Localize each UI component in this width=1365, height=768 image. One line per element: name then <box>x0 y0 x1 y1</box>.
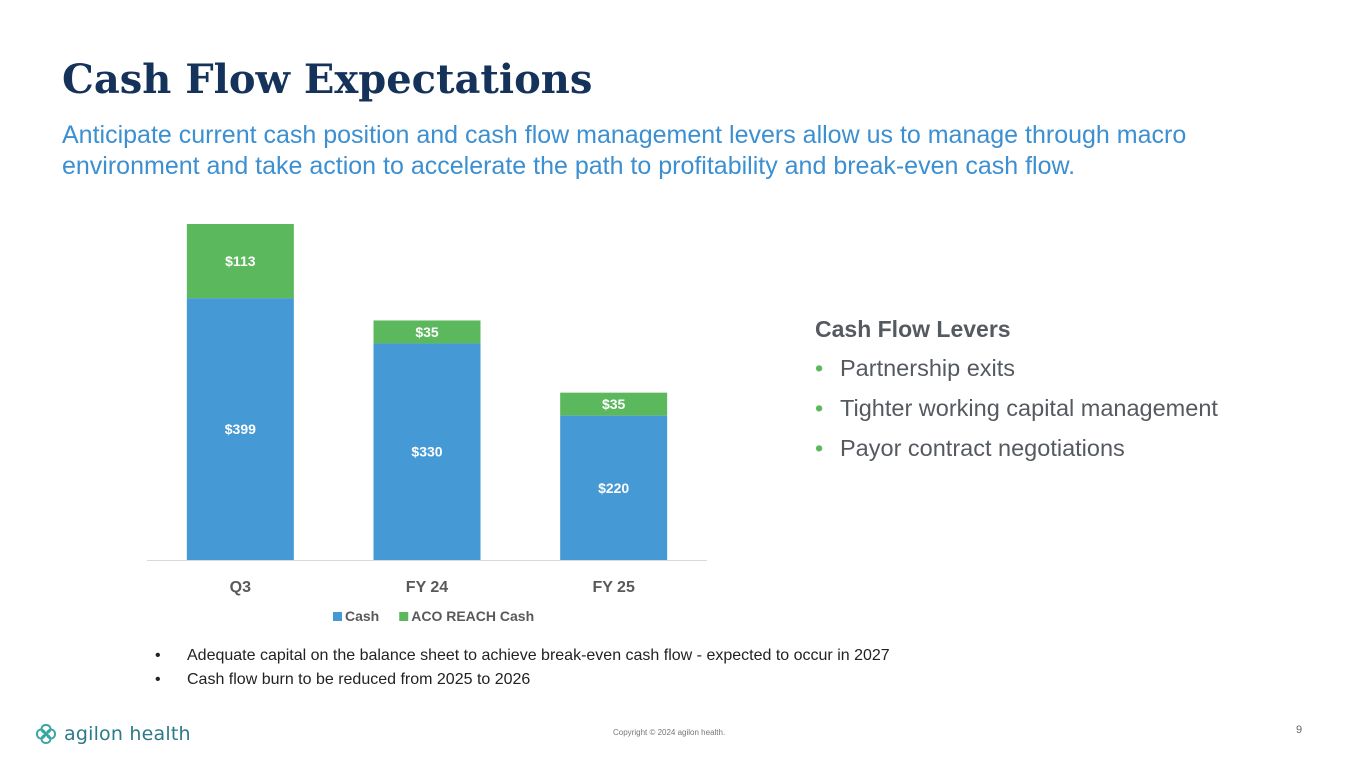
bullet-icon: • <box>815 355 824 381</box>
lever-item: • Partnership exits <box>815 353 1235 383</box>
lever-label: Partnership exits <box>840 355 1016 381</box>
agilon-logo: agilon health <box>34 722 191 746</box>
bullet-icon: • <box>815 435 824 461</box>
page-subtitle: Anticipate current cash position and cas… <box>62 121 1187 180</box>
legend-swatch <box>333 612 342 621</box>
x-tick-label: Q3 <box>230 579 251 596</box>
data-label: $330 <box>411 444 442 460</box>
agilon-logo-icon <box>35 723 57 745</box>
page-number: 9 <box>1296 724 1303 736</box>
data-label: $35 <box>602 396 626 412</box>
note-item: • Cash flow burn to be reduced from 2025 … <box>155 668 1105 692</box>
bullet-icon: • <box>155 647 161 664</box>
note-item: • Adequate capital on the balance sheet t… <box>155 644 1105 668</box>
data-label: $399 <box>225 421 256 437</box>
data-label: $35 <box>415 324 439 340</box>
data-label: $113 <box>225 253 256 269</box>
bar-cash <box>560 415 668 560</box>
footnotes: • Adequate capital on the balance sheet t… <box>155 644 1105 692</box>
bullet-icon: • <box>815 395 824 421</box>
bar-aco-reach-cash <box>186 224 294 299</box>
note-text: Adequate capital on the balance sheet to… <box>187 647 890 664</box>
page-title: Cash Flow Expectations <box>62 56 593 103</box>
x-tick-label: FY 25 <box>592 579 635 596</box>
bar-cash <box>186 298 294 560</box>
cash-stacked-bar-chart: $399 $113 Q3 $330 $35 FY 24 $220 $35 FY 25 Cash AC… <box>147 224 707 624</box>
levers-list: • Partnership exits • Tighter working capi… <box>815 353 1235 463</box>
legend-label: ACO REACH Cash <box>411 608 534 624</box>
copyright-text: Copyright © 2024 agilon health. <box>613 728 726 737</box>
cash-flow-levers: Cash Flow Levers • Partnership exits • Tig… <box>815 316 1235 473</box>
legend-swatch <box>399 612 409 621</box>
lever-label: Tighter working capital management <box>840 395 1218 421</box>
lever-label: Payor contract negotiations <box>840 435 1125 461</box>
legend-label: Cash <box>345 608 379 624</box>
bar-aco-reach-cash <box>560 392 668 416</box>
note-text: Cash flow burn to be reduced from 2025 t… <box>187 671 531 688</box>
logo-text: agilon health <box>64 723 191 745</box>
bullet-icon: • <box>155 671 161 688</box>
bar-cash <box>373 343 481 560</box>
data-label: $220 <box>598 480 629 496</box>
lever-item: • Payor contract negotiations <box>815 433 1235 463</box>
levers-title: Cash Flow Levers <box>815 316 1011 342</box>
lever-item: • Tighter working capital management <box>815 393 1235 423</box>
x-tick-label: FY 24 <box>406 579 449 596</box>
bar-aco-reach-cash <box>373 320 481 344</box>
